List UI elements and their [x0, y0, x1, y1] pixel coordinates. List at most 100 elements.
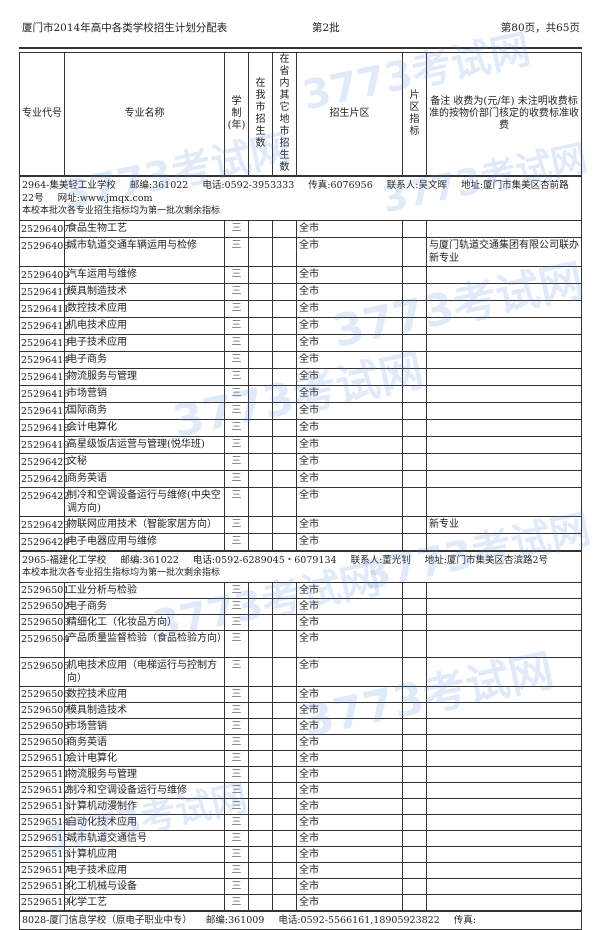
years: 三	[224, 351, 249, 369]
major-code: 25296407	[19, 220, 69, 238]
other-count	[272, 829, 297, 847]
major-name: 精细化工（化妆品方向）	[64, 613, 225, 631]
col-local: 在我市招生数	[248, 52, 273, 177]
area-quota	[402, 419, 427, 437]
years: 三	[224, 685, 249, 703]
school-name: 2964-集美轻工业学校	[22, 180, 116, 191]
years: 三	[224, 613, 249, 631]
major-code: 25296508	[19, 717, 69, 735]
major-name: 数控技术应用	[64, 300, 225, 318]
area-quota	[402, 334, 427, 352]
major-name: 计算机动漫制作	[64, 797, 225, 815]
local-count	[248, 317, 273, 335]
school-header: 8028-厦门信息学校（原电子职业中专） 邮编:361009 电话:0592-556…	[19, 909, 582, 930]
enroll-area: 全市	[296, 402, 403, 420]
major-code: 25296510	[19, 749, 69, 767]
major-code: 25296424	[19, 533, 69, 551]
other-count	[272, 368, 297, 386]
remark	[426, 220, 582, 238]
school-name: 2965-福建化工学校	[22, 554, 107, 566]
years: 三	[224, 861, 249, 879]
years: 三	[224, 300, 249, 318]
area-quota	[402, 581, 427, 599]
table-row: 25296422 制冷和空调设备运行与维修(中央空调方向) 三 全市	[19, 487, 582, 517]
area-quota	[402, 385, 427, 403]
area-quota	[402, 717, 427, 735]
years: 三	[224, 749, 249, 767]
years: 三	[224, 893, 249, 911]
local-count	[248, 829, 273, 847]
enroll-area: 全市	[296, 317, 403, 335]
major-code: 25296509	[19, 733, 69, 751]
years: 三	[224, 597, 249, 615]
remark	[426, 283, 582, 301]
years: 三	[224, 237, 249, 267]
major-code: 25296503	[19, 613, 69, 631]
page-number: 第80页，共65页	[500, 22, 580, 34]
major-code: 25296513	[19, 797, 69, 815]
local-count	[248, 656, 273, 687]
major-code: 25296416	[19, 385, 69, 403]
other-count	[272, 334, 297, 352]
enroll-area: 全市	[296, 516, 403, 534]
area-quota	[402, 877, 427, 895]
enroll-area: 全市	[296, 781, 403, 799]
table-row: 25296501 工业分析与检验 三 全市	[19, 581, 582, 599]
school-contact: 联系人:吴文晖	[386, 180, 447, 191]
enroll-area: 全市	[296, 656, 403, 687]
remark	[426, 317, 582, 335]
other-count	[272, 237, 297, 267]
years: 三	[224, 533, 249, 551]
local-count	[248, 300, 273, 318]
major-code: 25296415	[19, 368, 69, 386]
other-count	[272, 613, 297, 631]
enroll-area: 全市	[296, 419, 403, 437]
area-quota	[402, 487, 427, 517]
years: 三	[224, 733, 249, 751]
major-code: 25296418	[19, 419, 69, 437]
school-website[interactable]: 网址:www.jmqx.com	[57, 193, 153, 204]
other-count	[272, 470, 297, 488]
years: 三	[224, 419, 249, 437]
remark	[426, 266, 582, 284]
enroll-area: 全市	[296, 701, 403, 719]
years: 三	[224, 385, 249, 403]
major-name: 机电技术应用	[64, 317, 225, 335]
enroll-area: 全市	[296, 533, 403, 551]
school-note: 本校本批次各专业招生指标均为第一批次剩余指标	[22, 567, 221, 578]
other-count	[272, 402, 297, 420]
other-count	[272, 781, 297, 799]
enroll-area: 全市	[296, 470, 403, 488]
years: 三	[224, 781, 249, 799]
major-code: 25296413	[19, 334, 69, 352]
local-count	[248, 861, 273, 879]
other-count	[272, 797, 297, 815]
school-phone: 电话:0592-6289045・6079134	[192, 554, 337, 566]
enroll-area: 全市	[296, 453, 403, 471]
enroll-area: 全市	[296, 629, 403, 658]
school-fax: 传真:6076956	[308, 180, 373, 191]
local-count	[248, 237, 273, 267]
major-code: 25296409	[19, 266, 69, 284]
major-name: 物联网应用技术（智能家居方向）	[64, 516, 225, 534]
page-header: 厦门市2014年高中各类学校招生计划分配表 第2批 第80页，共65页	[22, 20, 580, 36]
local-count	[248, 334, 273, 352]
enroll-area: 全市	[296, 351, 403, 369]
remark	[426, 334, 582, 352]
area-quota	[402, 470, 427, 488]
local-count	[248, 733, 273, 751]
years: 三	[224, 765, 249, 783]
years: 三	[224, 877, 249, 895]
document-title: 厦门市2014年高中各类学校招生计划分配表	[22, 22, 228, 34]
local-count	[248, 487, 273, 517]
enroll-area: 全市	[296, 334, 403, 352]
table-row: 25296417 国际商务 三 全市	[19, 402, 582, 420]
remark	[426, 797, 582, 815]
area-quota	[402, 797, 427, 815]
local-count	[248, 597, 273, 615]
major-name: 制冷和空调设备运行与维修(中央空调方向)	[64, 487, 225, 517]
major-name: 商务英语	[64, 470, 225, 488]
local-count	[248, 813, 273, 831]
other-count	[272, 385, 297, 403]
years: 三	[224, 436, 249, 454]
